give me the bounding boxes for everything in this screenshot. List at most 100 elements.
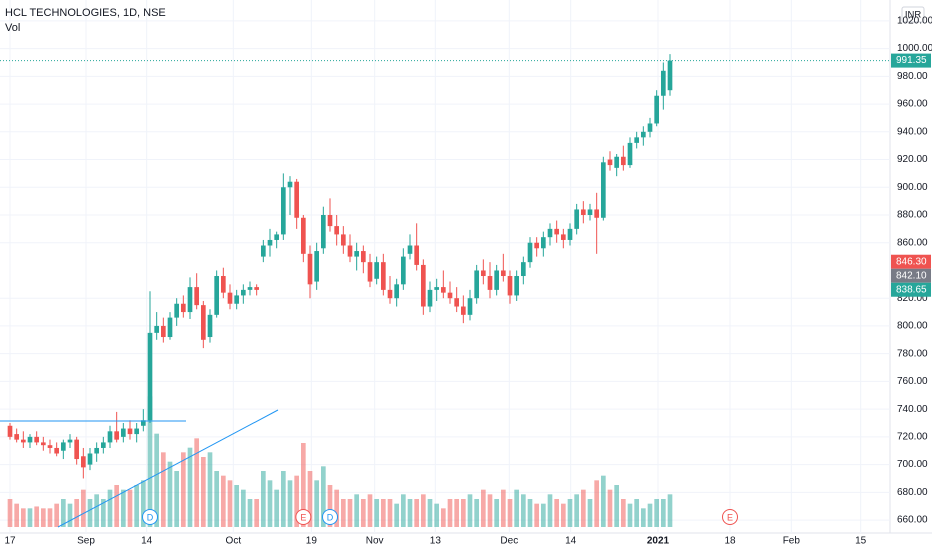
candle-body	[514, 276, 519, 296]
candle-body	[527, 242, 533, 263]
volume-bar	[141, 480, 146, 527]
y-tick-label: 680.00	[897, 487, 928, 498]
x-tick-label: Feb	[783, 536, 801, 547]
candle-body	[407, 245, 413, 254]
volume-bar	[274, 489, 279, 527]
volume-bar	[574, 494, 579, 527]
volume-bar	[641, 508, 646, 527]
candle-body	[174, 303, 179, 318]
x-tick-label: 15	[855, 536, 867, 547]
volume-bar	[34, 506, 39, 527]
volume-bar	[267, 480, 273, 527]
volume-bar	[434, 503, 439, 527]
volume-bar	[667, 494, 673, 527]
volume-bar	[174, 471, 179, 527]
volume-bar	[247, 499, 253, 527]
candle-body	[261, 245, 266, 257]
volume-bar	[74, 499, 79, 527]
volume-bar	[147, 396, 153, 527]
candle-body	[561, 234, 566, 240]
candle-body	[427, 289, 433, 307]
candle-body	[347, 245, 353, 257]
volume-bar	[221, 475, 226, 527]
y-tick-label: 800.00	[897, 321, 928, 332]
volume-bar	[314, 480, 319, 527]
candle-body	[634, 137, 639, 143]
volume-bar	[361, 499, 366, 527]
volume-bar	[341, 499, 346, 527]
volume-bar	[367, 494, 373, 527]
candle-body	[554, 228, 559, 235]
volume-bar	[541, 503, 546, 527]
volume-bar	[154, 433, 159, 527]
y-tick-label: 900.00	[897, 182, 928, 193]
candle-body	[501, 270, 506, 277]
volume-bar	[21, 508, 26, 527]
x-tick-label: Oct	[226, 536, 242, 547]
volume-bar	[94, 494, 99, 527]
y-tick-label: 860.00	[897, 237, 928, 248]
candle-body	[154, 325, 159, 333]
volume-bar	[301, 443, 306, 527]
candle-body	[574, 209, 579, 229]
volume-bar	[567, 499, 573, 527]
volume-bar	[7, 499, 13, 527]
volume-bar	[214, 471, 219, 527]
candle-body	[81, 456, 86, 468]
event-marker	[295, 509, 312, 525]
price-badge	[891, 282, 931, 297]
candle-body	[267, 239, 273, 246]
candle-body	[94, 447, 99, 454]
volume-bar	[261, 471, 266, 527]
candle-body	[327, 215, 333, 227]
candle-body	[334, 226, 339, 235]
candle-body	[547, 228, 553, 238]
volume-bar	[601, 475, 606, 527]
x-tick-label: 19	[306, 536, 318, 547]
candle-body	[221, 276, 226, 293]
volume-bar	[414, 499, 419, 527]
candle-body	[167, 317, 173, 338]
volume-bar	[587, 499, 593, 527]
candle-body	[141, 420, 146, 426]
volume-bar	[527, 499, 533, 527]
candle-body	[201, 305, 206, 340]
volume-bar	[654, 499, 659, 527]
candle-body	[361, 251, 366, 263]
candle-body	[247, 287, 253, 290]
volume-bar	[47, 508, 53, 527]
candle-body	[534, 242, 539, 249]
volume-bar	[514, 489, 519, 527]
candle-body	[227, 292, 233, 304]
y-tick-label: 740.00	[897, 404, 928, 415]
volume-bar	[234, 485, 239, 527]
volume-bar	[561, 503, 566, 527]
candle-body	[647, 123, 653, 132]
candle-body	[321, 215, 326, 249]
candle-body	[254, 287, 259, 290]
candle-body	[367, 262, 373, 282]
y-tick-label: 720.00	[897, 432, 928, 443]
candle-body	[654, 95, 659, 124]
x-tick-label: Sep	[77, 536, 95, 547]
event-label: E	[727, 512, 733, 522]
volume-bar	[107, 489, 113, 527]
volume-bar	[614, 485, 619, 527]
volume-bar	[54, 503, 59, 527]
candle-body	[641, 131, 646, 138]
chart-title: HCL TECHNOLOGIES, 1D, NSE	[5, 7, 166, 19]
volume-bar	[227, 480, 233, 527]
volume-bar	[354, 494, 359, 527]
volume-bar	[14, 503, 19, 527]
candle-body	[241, 289, 246, 296]
volume-legend: Vol	[5, 22, 20, 34]
candle-body	[567, 228, 573, 240]
candle-body	[601, 162, 606, 218]
candle-body	[434, 287, 439, 290]
x-tick-label: Nov	[366, 536, 384, 547]
candle-body	[454, 298, 459, 307]
candle-body	[147, 332, 153, 421]
volume-bar	[334, 489, 339, 527]
